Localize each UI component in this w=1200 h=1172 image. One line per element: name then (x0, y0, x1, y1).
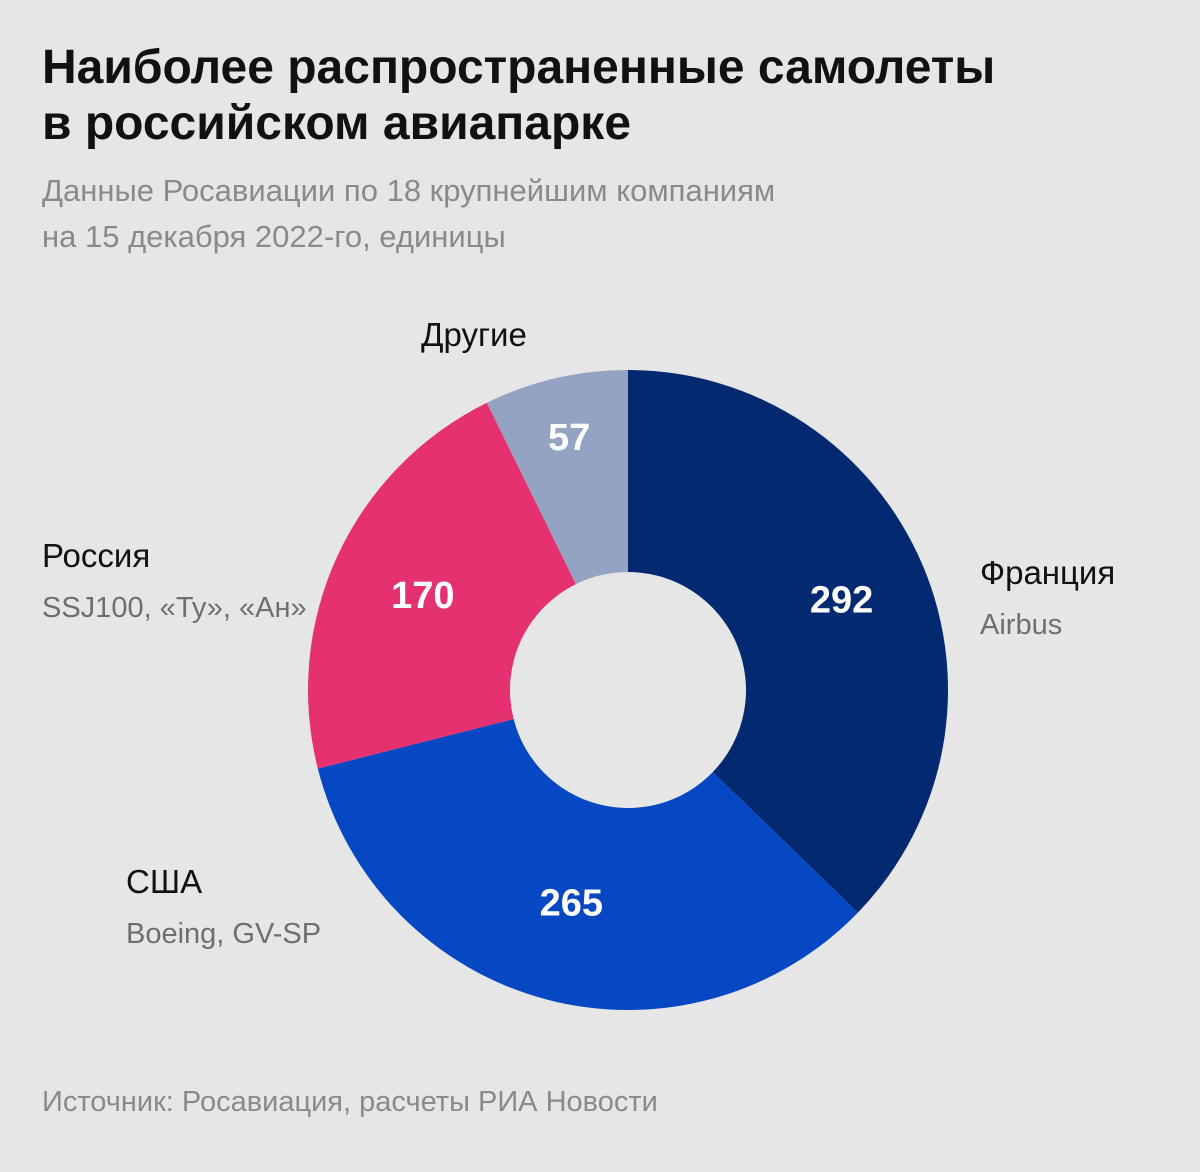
category-description-3: SSJ100, «Ту», «Ан» (42, 592, 307, 624)
slice-3 (307, 402, 576, 769)
value-label-1: 292 (810, 580, 873, 622)
value-label-3: 170 (391, 575, 454, 617)
donut-labels: 292 Франция Airbus 265 США Boeing, GV-SP 170 Ро… (42, 316, 1115, 950)
value-label-4: 57 (548, 417, 590, 459)
chart-title-line-2: в российском авиапарке (42, 97, 632, 150)
chart-subtitle-line-1: Данные Росавиации по 18 крупнейшим компа… (42, 173, 776, 208)
chart-subtitle-line-2: на 15 декабря 2022-го, единицы (42, 219, 506, 254)
chart-title: Наиболее распространенные самолеты в рос… (42, 40, 1162, 152)
category-description-1: Airbus (980, 609, 1062, 641)
category-description-2: Boeing, GV-SP (126, 918, 321, 950)
slice-4 (486, 370, 628, 585)
chart-subtitle: Данные Росавиации по 18 крупнейшим компа… (42, 168, 1162, 260)
value-label-2: 265 (540, 883, 603, 925)
slice-1 (628, 370, 948, 913)
category-label-3: Россия (42, 537, 150, 574)
source-note: Источник: Росавиация, расчеты РИА Новост… (42, 1086, 658, 1118)
category-label-2: США (126, 863, 202, 900)
category-label-4: Другие (421, 316, 527, 353)
donut-slices (307, 370, 948, 1010)
category-label-1: Франция (980, 554, 1115, 591)
chart-title-line-1: Наиболее распространенные самолеты (42, 41, 996, 94)
slice-2 (317, 719, 858, 1010)
